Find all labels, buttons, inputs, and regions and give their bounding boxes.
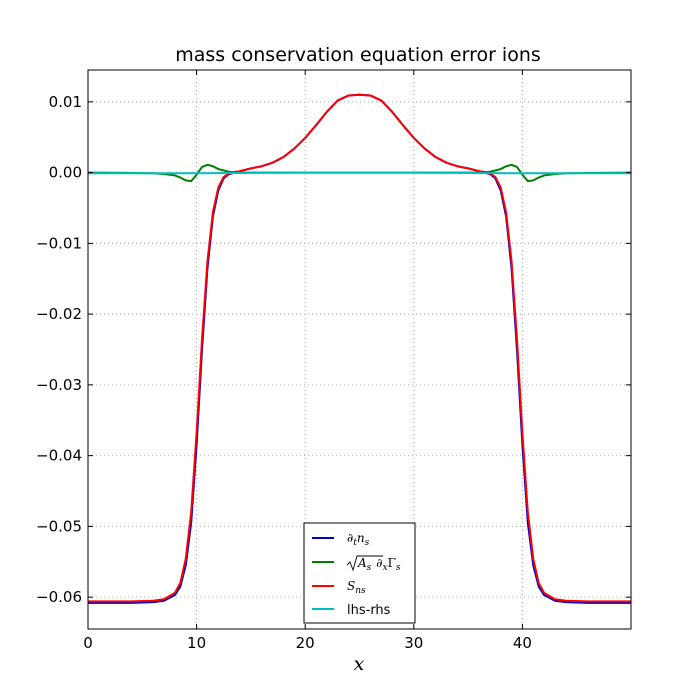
y-tick-label: −0.03 xyxy=(36,376,82,394)
y-tick-label: −0.04 xyxy=(36,447,82,465)
x-tick-label: 0 xyxy=(83,634,93,652)
legend-label-dt-ns: ∂tns xyxy=(347,531,370,548)
legend: ∂tns As ∂xΓs Sns lhs-rhs xyxy=(303,522,416,624)
legend-box xyxy=(303,522,416,624)
y-tick-label: 0.00 xyxy=(49,164,82,182)
y-tick-label: −0.01 xyxy=(36,234,82,252)
y-tick-label: −0.05 xyxy=(36,517,82,535)
legend-label-sqrt-as: As ∂xΓs xyxy=(346,555,401,573)
chart-title: mass conservation equation error ions xyxy=(175,44,541,66)
ticks: 0 10 20 30 40 0.01 0.00 −0.01 −0.02 −0.03 −0.04 −0.… xyxy=(36,70,631,652)
x-tick-label: 30 xyxy=(404,634,423,652)
y-tick-label: 0.01 xyxy=(49,93,82,111)
y-tick-label: −0.06 xyxy=(36,588,82,606)
series-line-lhs-rhs xyxy=(88,171,631,175)
x-tick-label: 10 xyxy=(187,634,206,652)
x-axis-label: x xyxy=(354,653,365,675)
series-lines xyxy=(87,93,632,604)
x-tick-label: 20 xyxy=(296,634,315,652)
legend-label-sns: Sns xyxy=(347,579,366,596)
x-tick-label: 40 xyxy=(513,634,532,652)
y-tick-label: −0.02 xyxy=(36,305,82,323)
legend-label-lhs-rhs: lhs-rhs xyxy=(347,603,391,618)
plot-frame xyxy=(87,69,632,630)
svg-text:As∂xΓs: As ∂xΓs xyxy=(357,556,401,573)
series-line-sns xyxy=(88,93,631,603)
